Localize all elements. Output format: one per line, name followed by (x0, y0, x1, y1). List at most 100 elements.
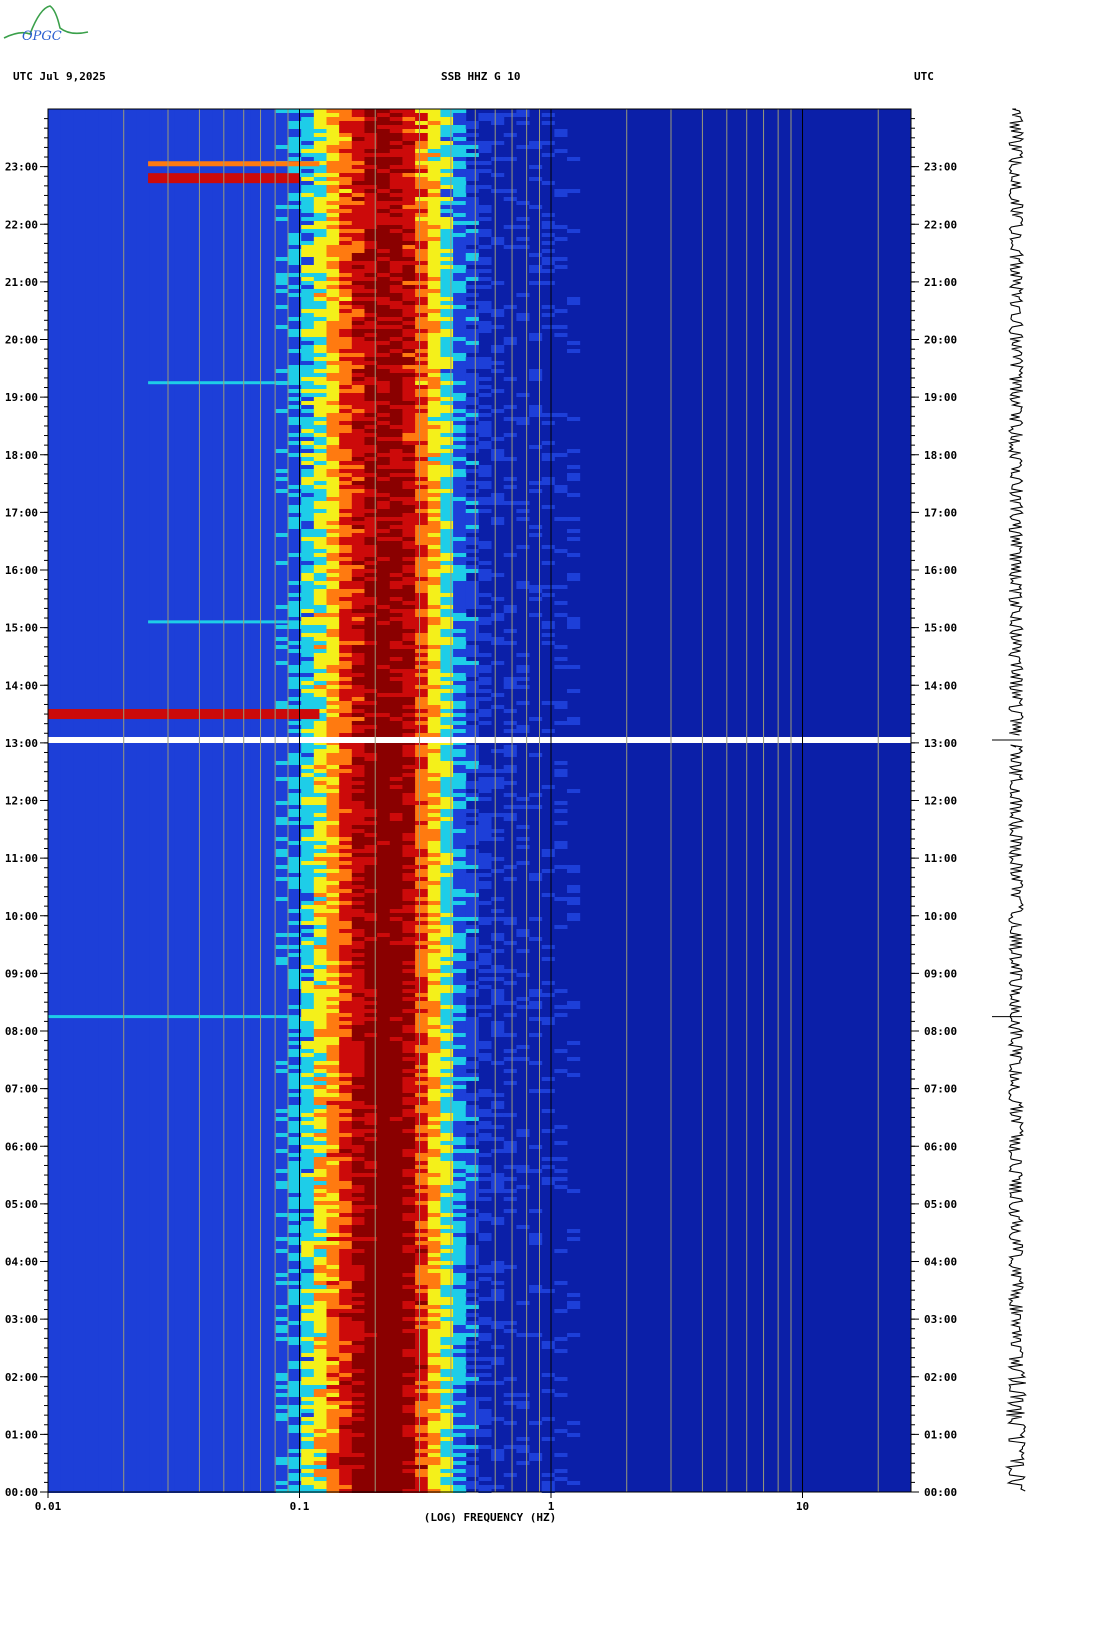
spectrogram-cell (351, 217, 365, 221)
spectrogram-cell (313, 369, 327, 373)
spectrogram-cell (427, 249, 441, 253)
spectrogram-cell (98, 605, 112, 609)
spectrogram-cell (60, 325, 74, 329)
spectrogram-cell (440, 629, 454, 633)
spectrogram-cell (149, 541, 163, 545)
spectrogram-cell (478, 257, 492, 261)
spectrogram-cell (60, 413, 74, 417)
spectrogram-cell (237, 321, 252, 325)
spectrogram-cell (85, 569, 100, 573)
spectrogram-cell (187, 269, 201, 273)
spectrogram-cell (237, 221, 252, 225)
spectrogram-cell (301, 581, 315, 585)
spectrogram-cell (263, 613, 277, 617)
spectrogram-cell (263, 197, 277, 201)
spectrogram-cell (225, 333, 239, 337)
spectrogram-cell (427, 233, 441, 237)
spectrogram-cell (440, 221, 454, 225)
spectrogram-cell (111, 269, 125, 273)
spectrogram-cell (85, 453, 100, 457)
spectrogram-cell (212, 389, 226, 393)
spectrogram-cell (136, 237, 150, 241)
spectrogram-cell (161, 405, 176, 409)
spectrogram-cell (85, 337, 100, 341)
spectrogram-cell (250, 573, 264, 577)
spectrogram-cell (250, 545, 264, 549)
spectrogram-cell (427, 641, 441, 645)
spectrogram-cell (389, 537, 403, 541)
spectrogram-cell (187, 465, 201, 469)
spectrogram-cell (136, 621, 150, 625)
spectrogram-cell (73, 169, 87, 173)
spectrogram-cell (288, 653, 302, 657)
spectrogram-cell (453, 365, 467, 369)
spectrogram-cell (364, 121, 378, 125)
spectrogram-cell (377, 449, 391, 453)
spectrogram-cell (313, 165, 327, 169)
spectrogram-cell (73, 613, 87, 617)
spectrogram-cell (339, 529, 353, 533)
spectrogram-cell (275, 233, 290, 237)
spectrogram-cell (48, 669, 62, 673)
spectrogram-cell (250, 493, 264, 497)
spectrogram-cell (250, 605, 264, 609)
spectrogram-cell (351, 381, 365, 385)
spectrogram-cell (48, 361, 62, 365)
spectrogram-cell (149, 633, 163, 637)
spectrogram-cell (313, 345, 327, 349)
spectrogram-cell (351, 253, 365, 257)
spectrogram-cell (478, 329, 492, 333)
spectrogram-cell (389, 657, 403, 661)
spectrogram-cell (187, 601, 201, 605)
spectrogram-cell (377, 309, 391, 313)
spectrogram-cell (503, 113, 517, 117)
spectrogram-cell (263, 413, 277, 417)
spectrogram-cell (440, 213, 454, 217)
spectrogram-cell (529, 373, 543, 377)
spectrogram-cell (427, 281, 441, 285)
spectrogram-cell (212, 237, 226, 241)
spectrogram-cell (465, 445, 479, 449)
spectrogram-cell (60, 253, 74, 257)
spectrogram-cell (212, 645, 226, 649)
spectrogram-cell (339, 477, 353, 481)
spectrogram-cell (187, 353, 201, 357)
spectrogram-cell (123, 177, 138, 181)
spectrogram-cell (199, 241, 214, 245)
spectrogram-cell (402, 181, 416, 185)
spectrogram-cell (339, 641, 353, 645)
spectrogram-cell (427, 421, 441, 425)
spectrogram-cell (326, 281, 340, 285)
spectrogram-cell (187, 373, 201, 377)
spectrogram-cell (364, 189, 378, 193)
spectrogram-cell (98, 221, 112, 225)
spectrogram-cell (402, 197, 416, 201)
spectrogram-cell (427, 289, 441, 293)
spectrogram-cell (48, 261, 62, 265)
spectrogram-cell (73, 317, 87, 321)
spectrogram-cell (98, 597, 112, 601)
spectrogram-cell (161, 153, 176, 157)
spectrogram-cell (187, 277, 201, 281)
spectrogram-cell (250, 529, 264, 533)
spectrogram-cell (541, 641, 555, 645)
spectrogram-cell (263, 289, 277, 293)
spectrogram-cell (199, 641, 214, 645)
spectrogram-cell (85, 641, 100, 645)
spectrogram-cell (187, 557, 201, 561)
spectrogram-cell (161, 269, 176, 273)
spectrogram-cell (339, 289, 353, 293)
spectrogram-cell (225, 233, 239, 237)
spectrogram-cell (313, 481, 327, 485)
spectrogram-cell (326, 377, 340, 381)
spectrogram-cell (427, 333, 441, 337)
spectrogram-cell (263, 501, 277, 505)
spectrogram-cell (149, 129, 163, 133)
spectrogram-cell (237, 157, 252, 161)
spectrogram-cell (377, 633, 391, 637)
spectrogram-cell (263, 485, 277, 489)
spectrogram-cell (199, 313, 214, 317)
spectrogram-cell (440, 461, 454, 465)
spectrogram-cell (199, 329, 214, 333)
spectrogram-cell (364, 449, 378, 453)
